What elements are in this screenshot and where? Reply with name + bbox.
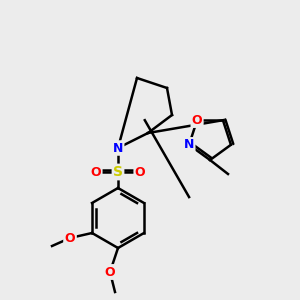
Text: S: S: [113, 165, 123, 179]
Text: O: O: [91, 166, 101, 178]
Text: O: O: [135, 166, 145, 178]
Text: O: O: [192, 114, 203, 127]
Text: O: O: [65, 232, 75, 244]
Text: O: O: [105, 266, 115, 278]
Text: N: N: [184, 138, 194, 151]
Text: N: N: [113, 142, 123, 154]
Text: O: O: [105, 266, 115, 278]
Text: O: O: [65, 232, 75, 244]
